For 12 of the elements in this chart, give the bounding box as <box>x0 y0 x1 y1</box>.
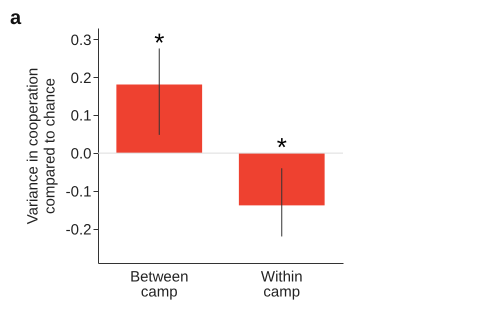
y-axis-title: Variance in cooperation compared to chance <box>24 68 59 224</box>
chart-title: a <box>10 7 22 29</box>
x-tick-label: Within camp <box>260 268 303 300</box>
y-tick-label: -0.1 <box>66 183 92 200</box>
x-tick-label: Between camp <box>130 268 188 300</box>
y-tick-label: 0.2 <box>70 70 92 87</box>
annotation: * <box>154 27 164 58</box>
y-tick-label: 0.3 <box>70 32 92 49</box>
annotation: * <box>276 132 287 162</box>
y-tick-label: 0.1 <box>70 108 92 125</box>
y-tick-label: 0.0 <box>70 146 92 163</box>
y-tick-label: -0.2 <box>66 221 92 238</box>
